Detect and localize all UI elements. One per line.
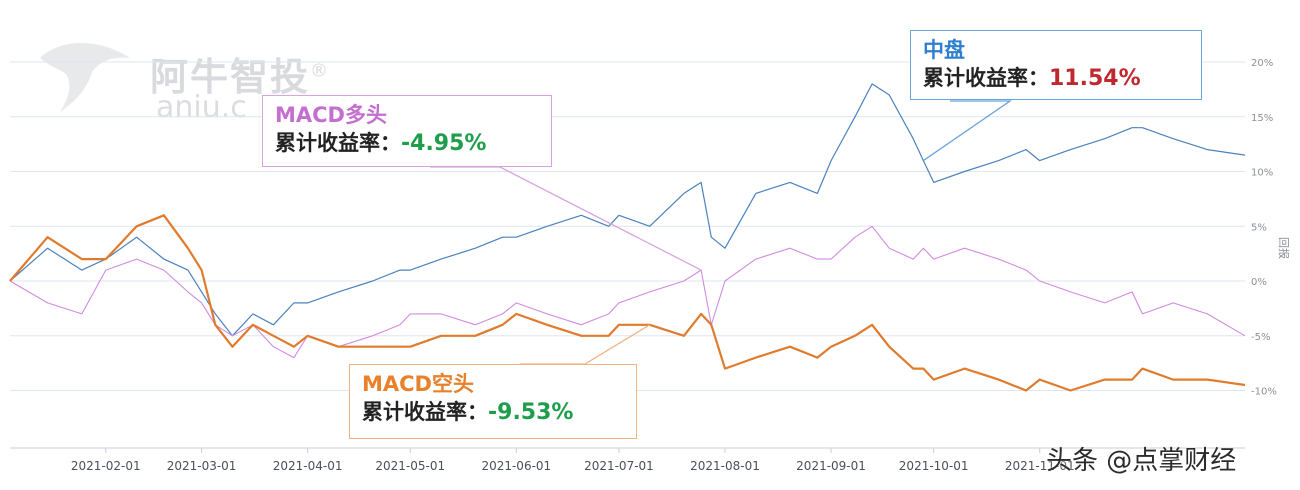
y-tick-label: 0% xyxy=(1251,277,1267,288)
x-axis-ticks: 2021-02-01 2021-03-01 2021-04-01 2021-05-01… xyxy=(71,448,1075,473)
callout-macd-short-return: 累计收益率：-9.53% xyxy=(362,400,574,425)
source-label: 头条 @点掌财经 xyxy=(1046,446,1237,476)
callout-macd-long: MACD多头 累计收益率：-4.95% xyxy=(262,95,552,167)
callout-macd-long-return: 累计收益率：-4.95% xyxy=(275,131,487,156)
callout-macd-short-value: -9.53% xyxy=(488,400,574,425)
x-tick-label: 2021-06-01 xyxy=(481,459,551,473)
callout-zhongpan-return: 累计收益率：11.54% xyxy=(923,66,1141,91)
y-tick-label: 5% xyxy=(1251,222,1267,233)
callout-macd-short: MACD空头 累计收益率：-9.53% xyxy=(349,364,637,439)
series-line-2 xyxy=(9,214,1246,392)
y-axis-ticks: 20% 15% 10% 5% 0% -5% -10% xyxy=(1251,58,1277,398)
leader-macd-short xyxy=(520,324,651,365)
x-tick-label: 2021-09-01 xyxy=(796,459,866,473)
y-tick-label: 15% xyxy=(1251,113,1273,124)
callout-macd-long-name: MACD多头 xyxy=(275,103,387,127)
x-tick-label: 2021-10-01 xyxy=(899,459,969,473)
y-tick-label: 20% xyxy=(1251,58,1273,69)
x-tick-label: 2021-08-01 xyxy=(690,459,760,473)
y-axis-label: 回报 xyxy=(1277,237,1291,259)
leader-zhongpan xyxy=(923,100,1013,162)
series-line-1 xyxy=(9,225,1246,359)
y-tick-label: -5% xyxy=(1251,332,1270,343)
x-tick-label: 2021-02-01 xyxy=(71,459,141,473)
callout-macd-short-name: MACD空头 xyxy=(362,372,474,396)
series-lines xyxy=(9,83,1246,392)
x-tick-label: 2021-11-01 xyxy=(1005,459,1075,473)
x-tick-label: 2021-07-01 xyxy=(584,459,654,473)
x-tick-label: 2021-04-01 xyxy=(273,459,343,473)
x-tick-label: 2021-05-01 xyxy=(375,459,445,473)
leader-macd-long xyxy=(430,166,702,271)
x-tick-label: 2021-03-01 xyxy=(167,459,237,473)
callout-zhongpan-name: 中盘 xyxy=(923,38,965,62)
y-tick-label: -10% xyxy=(1251,387,1277,398)
callout-zhongpan-value: 11.54% xyxy=(1049,66,1141,91)
y-tick-label: 10% xyxy=(1251,168,1273,179)
callout-macd-long-value: -4.95% xyxy=(401,131,487,156)
callout-zhongpan: 中盘 累计收益率：11.54% xyxy=(910,30,1202,100)
site-watermark: aniu.c xyxy=(156,90,247,125)
series-line-0 xyxy=(9,83,1246,337)
aniu-logo-watermark xyxy=(30,38,140,122)
